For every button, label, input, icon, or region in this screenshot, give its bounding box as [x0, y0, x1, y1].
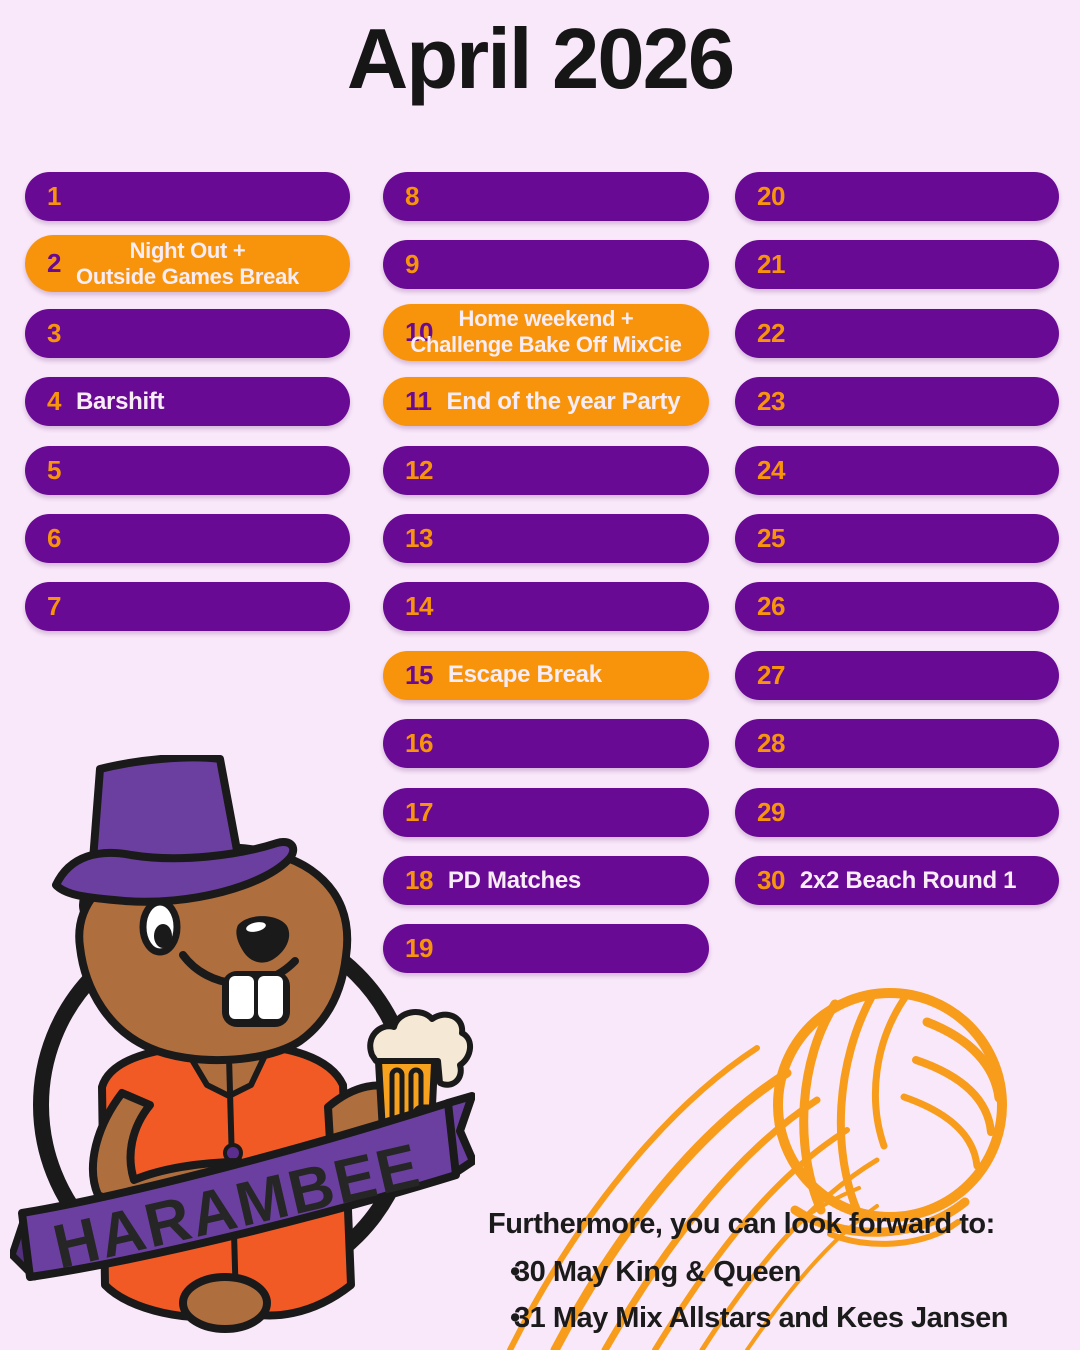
day-pill-8: 8 — [383, 172, 709, 221]
page-title: April 2026 — [346, 12, 735, 107]
day-pill-10: 10 Home weekend + Challenge Bake Off MixCi… — [383, 303, 709, 361]
day-number: 19 — [405, 933, 433, 964]
event-label: Barshift — [75, 387, 165, 415]
day-number: 25 — [757, 523, 785, 553]
calendar-grid: 1 2 Night Out + Outside Games Break 3 4 Barshi… — [0, 172, 1080, 1002]
day-number: 13 — [405, 523, 433, 553]
day-number: 27 — [757, 659, 785, 690]
day-number: 30 — [757, 865, 785, 895]
day-number: 20 — [757, 181, 785, 211]
day-pill-9: 9 — [383, 240, 709, 290]
day-pill-26: 26 — [735, 582, 1059, 632]
event-label: 2x2 Beach Round 1 — [799, 866, 1017, 894]
top-hat — [52, 755, 298, 906]
footer-announcements: Furthermore, you can look forward to: 30… — [488, 1205, 1080, 1341]
day-number: 2 — [47, 248, 61, 279]
day-pill-1: 1 — [25, 172, 350, 221]
day-number: 24 — [757, 454, 785, 485]
day-pill-21: 21 — [735, 240, 1059, 290]
day-number: 1 — [47, 181, 61, 211]
calendar-column-1: 1 2 Night Out + Outside Games Break 3 4 Barshi… — [25, 172, 350, 1002]
teeth — [222, 971, 290, 1027]
calendar-column-2: 8 9 10 Home weekend + Challenge Bake Off Mix… — [383, 172, 709, 1002]
day-pill-12: 12 — [383, 445, 709, 495]
day-pill-22: 22 — [735, 308, 1059, 358]
harambee-beaver-mascot: HARAMBEE — [10, 755, 475, 1333]
day-pill-15: 15 Escape Break — [383, 650, 709, 700]
day-pill-27: 27 — [735, 650, 1059, 700]
day-number: 5 — [47, 454, 61, 485]
footer-bullet: 30 May King & Queen — [488, 1249, 1080, 1295]
footer-bullet: 31 May Mix Allstars and Kees Jansen — [488, 1295, 1080, 1341]
day-number: 7 — [47, 591, 61, 622]
day-pill-20: 20 — [735, 172, 1059, 221]
day-pill-18: 18 PD Matches — [383, 856, 709, 905]
day-number: 23 — [757, 386, 785, 417]
day-number: 3 — [47, 317, 61, 348]
day-number: 16 — [405, 728, 433, 759]
volleyball-ball — [773, 988, 1007, 1247]
day-pill-28: 28 — [735, 719, 1059, 769]
day-number: 28 — [757, 728, 785, 759]
event-label: Night Out + Outside Games Break — [76, 237, 299, 289]
event-label: Home weekend + Challenge Bake Off MixCie — [410, 306, 682, 358]
day-pill-25: 25 — [735, 514, 1059, 563]
day-number: 26 — [757, 591, 785, 622]
day-pill-29: 29 — [735, 787, 1059, 837]
day-number: 14 — [405, 591, 433, 622]
day-pill-24: 24 — [735, 445, 1059, 495]
event-label: Escape Break — [447, 661, 602, 689]
day-pill-14: 14 — [383, 582, 709, 632]
day-pill-17: 17 — [383, 787, 709, 837]
day-number: 22 — [757, 317, 785, 348]
day-number: 11 — [405, 386, 432, 417]
event-label: End of the year Party — [446, 387, 681, 415]
calendar-column-3: 20 21 22 23 24 25 26 27 28 29 30 2x2 Beach Round 1 — [735, 172, 1059, 1002]
day-pill-23: 23 — [735, 377, 1059, 427]
beer-foam — [367, 1009, 473, 1088]
day-pill-11: 11 End of the year Party — [383, 377, 709, 427]
day-number: 29 — [757, 796, 785, 827]
footer-heading: Furthermore, you can look forward to: — [488, 1208, 995, 1240]
day-pill-30: 30 2x2 Beach Round 1 — [735, 856, 1059, 905]
day-pill-16: 16 — [383, 719, 709, 769]
day-pill-6: 6 — [25, 514, 350, 563]
day-number: 17 — [405, 796, 433, 827]
day-pill-13: 13 — [383, 514, 709, 563]
day-number: 12 — [405, 454, 433, 485]
day-number: 9 — [405, 249, 419, 280]
day-pill-4: 4 Barshift — [25, 377, 350, 427]
event-label: PD Matches — [447, 866, 581, 894]
day-pill-3: 3 — [25, 308, 350, 358]
day-number: 15 — [405, 659, 433, 690]
day-pill-7: 7 — [25, 582, 350, 632]
day-pill-5: 5 — [25, 445, 350, 495]
day-number: 4 — [47, 386, 61, 417]
day-number: 18 — [405, 865, 433, 895]
tail — [179, 1273, 271, 1333]
day-number: 21 — [757, 249, 785, 280]
nose — [236, 916, 290, 963]
day-pill-19: 19 — [383, 924, 709, 974]
day-pill-2: 2 Night Out + Outside Games Break — [25, 235, 350, 293]
day-number: 6 — [47, 523, 61, 553]
day-number: 8 — [405, 181, 419, 211]
day-number: 10 — [405, 316, 433, 347]
footer-bullet-list: 30 May King & Queen31 May Mix Allstars a… — [488, 1249, 1080, 1341]
eye — [139, 898, 181, 956]
